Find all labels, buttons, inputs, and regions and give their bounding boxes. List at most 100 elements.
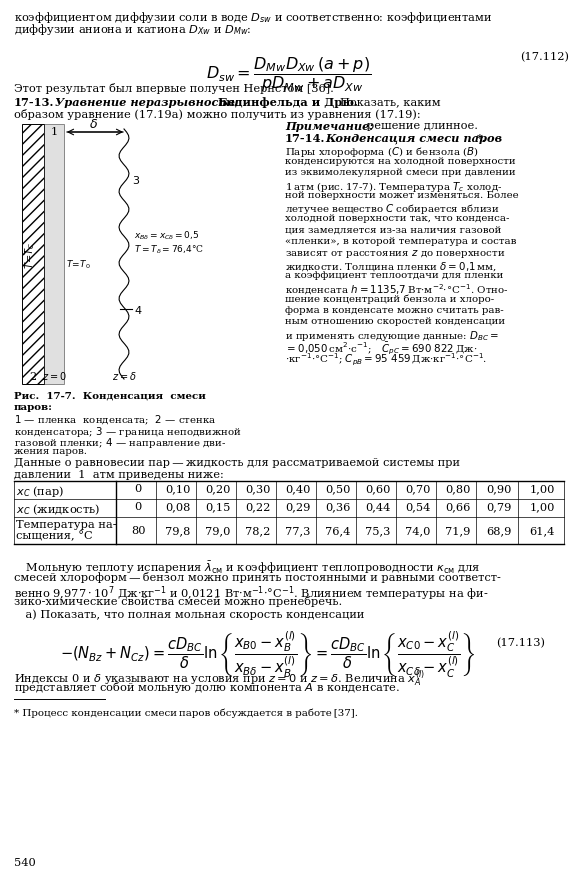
Text: ция замедляется из-за наличия газовой: ция замедляется из-за наличия газовой [285, 225, 501, 235]
Text: 1,00: 1,00 [529, 483, 555, 494]
Text: ным отношению скоростей конденсации: ным отношению скоростей конденсации [285, 317, 505, 326]
Text: *.: *. [477, 133, 487, 144]
Text: $= 0{,}050$ см$^2$·с$^{-1}$; $\bar{C}_{pC} = 690\ 822$ Дж·: $= 0{,}050$ см$^2$·с$^{-1}$; $\bar{C}_{p… [285, 340, 477, 356]
Text: $x_C$ (пар): $x_C$ (пар) [16, 483, 64, 499]
Text: 0,10: 0,10 [165, 483, 191, 494]
Text: 0,54: 0,54 [405, 501, 431, 512]
Text: конденсатора; $3$ — граница неподвижной: конденсатора; $3$ — граница неподвижной [14, 425, 242, 439]
Text: газовой пленки; $4$ — направление дви-: газовой пленки; $4$ — направление дви- [14, 435, 227, 449]
Text: 1,00: 1,00 [529, 501, 555, 512]
Text: 0,08: 0,08 [165, 501, 191, 512]
Text: 540: 540 [14, 857, 36, 867]
Text: 80: 80 [131, 526, 145, 535]
Text: конденсата $h = 1135{,}7$ Вт·м$^{-2}$·°С$^{-1}$. Отно-: конденсата $h = 1135{,}7$ Вт·м$^{-2}$·°С… [285, 282, 509, 297]
Text: $x_C$ (жидкость): $x_C$ (жидкость) [16, 501, 101, 516]
Text: 0,80: 0,80 [445, 483, 470, 494]
Text: Конденсация смеси паров: Конденсация смеси паров [325, 133, 502, 144]
Text: смесей хлороформ — бензол можно принять постоянными и равными соответст-: смесей хлороформ — бензол можно принять … [14, 571, 501, 582]
Text: $1$ — пленка  конденсата;  $2$ — стенка: $1$ — пленка конденсата; $2$ — стенка [14, 414, 217, 427]
Text: 76,4: 76,4 [325, 526, 351, 535]
Text: 2: 2 [29, 372, 36, 381]
Text: а) Показать, что полная мольная скорость конденсации: а) Показать, что полная мольная скорость… [14, 608, 364, 619]
Text: шение концентраций бензола и хлоро-: шение концентраций бензола и хлоро- [285, 295, 494, 303]
Text: 77,3: 77,3 [286, 526, 311, 535]
Text: 78,2: 78,2 [245, 526, 271, 535]
Text: коэффициентом диффузии соли в воде $D_{sw}$ и соответственно: коэффициентами: коэффициентом диффузии соли в воде $D_{s… [14, 10, 492, 25]
Text: Этот результат был впервые получен Нернстом [36].: Этот результат был впервые получен Нернс… [14, 83, 334, 94]
Text: 0,15: 0,15 [205, 501, 231, 512]
Text: 61,4: 61,4 [529, 526, 555, 535]
Text: Уравнение неразрывности: Уравнение неразрывности [55, 96, 239, 108]
Text: образом уравнение (17.19а) можно получить из уравнения (17.19):: образом уравнение (17.19а) можно получит… [14, 109, 421, 120]
Text: 0,60: 0,60 [365, 483, 391, 494]
Text: паров:: паров: [14, 402, 53, 412]
Text: Данные о равновесии пар — жидкость для рассматриваемой системы при: Данные о равновесии пар — жидкость для р… [14, 457, 460, 468]
Text: 1 атм (рис. 17-7). Температура $T_c$ холод-: 1 атм (рис. 17-7). Температура $T_c$ хол… [285, 179, 502, 193]
Text: 79,0: 79,0 [205, 526, 231, 535]
Bar [44, 125, 64, 385]
Text: (17.112): (17.112) [520, 52, 569, 63]
Text: 0,29: 0,29 [286, 501, 311, 512]
Text: летучее вещество $C$ собирается вблизи: летучее вещество $C$ собирается вблизи [285, 202, 500, 216]
Text: конденсируются на холодной поверхности: конденсируются на холодной поверхности [285, 156, 516, 165]
Text: Бединфельда и Дрю.: Бединфельда и Дрю. [218, 96, 358, 108]
Text: $\delta$: $\delta$ [90, 118, 98, 131]
Text: 1: 1 [50, 127, 58, 136]
Text: $T\!=\!T_C$: $T\!=\!T_C$ [23, 241, 37, 269]
Text: $T\!=\!T_0$: $T\!=\!T_0$ [66, 258, 91, 271]
Text: Мольную теплоту испарения $\bar{\lambda}_{\rm см}$ и коэффициент теплопроводност: Мольную теплоту испарения $\bar{\lambda}… [14, 560, 480, 575]
Text: Индексы 0 и $\delta$ указывают на условия при $z=0$ и $z=\delta$. Величина $x_A^: Индексы 0 и $\delta$ указывают на услови… [14, 667, 425, 688]
Text: Примечание:: Примечание: [285, 121, 373, 132]
Text: $x_{B\delta} = x_{C\delta} = 0{,}5$: $x_{B\delta} = x_{C\delta} = 0{,}5$ [134, 229, 199, 242]
Text: (17.113): (17.113) [496, 637, 545, 647]
Text: давлении  1  атм приведены ниже:: давлении 1 атм приведены ниже: [14, 469, 224, 480]
Text: $-(N_{Bz}+N_{Cz})=\dfrac{cD_{BC}}{\delta}\ln\left\{\dfrac{x_{B0}-x_B^{(l)}}{x_{B: $-(N_{Bz}+N_{Cz})=\dfrac{cD_{BC}}{\delta… [60, 629, 475, 680]
Text: 79,8: 79,8 [165, 526, 191, 535]
Text: решение длинное.: решение длинное. [367, 121, 478, 131]
Text: ной поверхности может изменяться. Более: ной поверхности может изменяться. Более [285, 191, 518, 200]
Text: Температура на-: Температура на- [16, 520, 117, 529]
Text: 0,79: 0,79 [486, 501, 512, 512]
Text: 17-13.: 17-13. [14, 96, 54, 108]
Text: Рис.  17-7.  Конденсация  смеси: Рис. 17-7. Конденсация смеси [14, 392, 206, 401]
Text: 0,22: 0,22 [245, 501, 271, 512]
Text: 0: 0 [134, 501, 142, 512]
Text: «пленки», в которой температура и состав: «пленки», в которой температура и состав [285, 236, 516, 246]
Text: $T = T_\delta = 76{,}4°$C: $T = T_\delta = 76{,}4°$C [134, 242, 204, 255]
Text: 0,50: 0,50 [325, 483, 351, 494]
Text: * Процесс конденсации смеси паров обсуждается в работе [37].: * Процесс конденсации смеси паров обсужд… [14, 708, 358, 718]
Text: 0,66: 0,66 [445, 501, 470, 512]
Bar [22, 125, 44, 385]
Text: 0,36: 0,36 [325, 501, 351, 512]
Text: $D_{sw} = \dfrac{D_{Mw}D_{Xw}\,(a+p)}{pD_{Mw}+aD_{Xw}}$: $D_{sw} = \dfrac{D_{Mw}D_{Xw}\,(a+p)}{pD… [206, 55, 372, 94]
Text: Показать, каким: Показать, каким [340, 96, 440, 107]
Text: 0,90: 0,90 [486, 483, 512, 494]
Text: Пары хлороформа ($C$) и бензола ($B$): Пары хлороформа ($C$) и бензола ($B$) [285, 145, 479, 159]
Text: 0,70: 0,70 [405, 483, 431, 494]
Text: 0: 0 [134, 483, 142, 494]
Text: из эквимолекулярной смеси при давлении: из эквимолекулярной смеси при давлении [285, 168, 516, 176]
Text: $4$: $4$ [134, 303, 142, 315]
Text: форма в конденсате можно считать рав-: форма в конденсате можно считать рав- [285, 306, 504, 315]
Text: холодной поверхности так, что конденса-: холодной поверхности так, что конденса- [285, 214, 509, 222]
Text: диффузии аниона и катиона $D_{Xw}$ и $D_{Mw}$:: диффузии аниона и катиона $D_{Xw}$ и $D_… [14, 22, 251, 37]
Text: 74,0: 74,0 [405, 526, 431, 535]
Text: $z=0$: $z=0$ [42, 369, 66, 381]
Text: $z=\delta$: $z=\delta$ [112, 369, 136, 381]
Text: $3$: $3$ [132, 174, 140, 186]
Text: зико-химические свойства смесей можно пренебречь.: зико-химические свойства смесей можно пр… [14, 595, 342, 607]
Text: а коэффициент теплоотдачи для пленки: а коэффициент теплоотдачи для пленки [285, 271, 503, 280]
Text: 17-14.: 17-14. [285, 133, 325, 144]
Text: и применять следующие данные: $D_{BC} =$: и применять следующие данные: $D_{BC} =$ [285, 328, 499, 342]
Text: зависят от расстояния $z$ до поверхности: зависят от расстояния $z$ до поверхности [285, 249, 506, 260]
Text: 0,30: 0,30 [245, 483, 271, 494]
Text: 75,3: 75,3 [365, 526, 391, 535]
Text: ·кг$^{-1}$·°С$^{-1}$; $C_{pB} = 95\ 459$ Дж·кг$^{-1}$·°С$^{-1}$.: ·кг$^{-1}$·°С$^{-1}$; $C_{pB} = 95\ 459$… [285, 352, 487, 368]
Text: 0,44: 0,44 [365, 501, 391, 512]
Text: 0,40: 0,40 [286, 483, 311, 494]
Text: жения паров.: жения паров. [14, 447, 87, 455]
Text: 71,9: 71,9 [445, 526, 470, 535]
Text: сыщения, °C: сыщения, °C [16, 530, 92, 541]
Text: 0,20: 0,20 [205, 483, 231, 494]
Text: 68,9: 68,9 [486, 526, 512, 535]
